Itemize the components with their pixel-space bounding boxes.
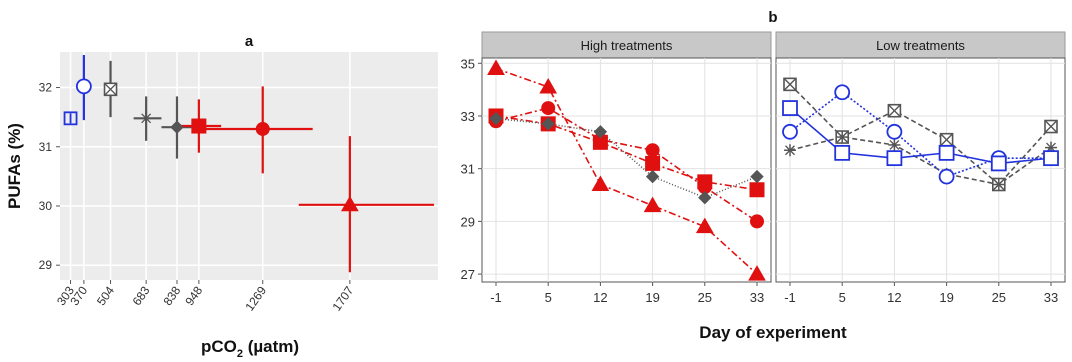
panel-a-point xyxy=(63,111,78,126)
panel-b-xlabel: Day of experiment xyxy=(699,323,847,342)
series-point xyxy=(489,111,503,126)
series-line xyxy=(495,67,758,275)
facet-xtick-label: 12 xyxy=(887,290,901,305)
facet-xtick-label: 33 xyxy=(750,290,764,305)
facet-strip-label: Low treatments xyxy=(876,38,965,53)
series-point xyxy=(748,265,766,281)
panel-a-ytick-label: 31 xyxy=(39,140,53,154)
facet-xtick-label: 25 xyxy=(698,290,712,305)
panel-b-facet: Low treatments -1 5 12 19 25 33 xyxy=(775,31,1066,305)
panel-a-xtick-label: 1269 xyxy=(242,283,269,313)
series-point xyxy=(886,123,903,140)
panel-a-point xyxy=(191,118,207,134)
series-point xyxy=(749,182,765,198)
panel-b-facet: High treatments -1 5 12 19 25 33 xyxy=(481,31,772,305)
series-point xyxy=(593,125,608,139)
series-point xyxy=(939,132,954,147)
panel-a-point xyxy=(103,82,118,97)
series-point xyxy=(938,168,955,185)
series-point xyxy=(783,77,797,92)
facet-plot-area xyxy=(775,57,1066,283)
facet-xtick-label: -1 xyxy=(490,290,502,305)
panel-a-ytick-label: 32 xyxy=(39,81,53,95)
panel-a-point xyxy=(255,121,270,136)
facet-strip xyxy=(481,31,772,59)
series-point xyxy=(990,155,1007,172)
facet-plot-area xyxy=(481,57,772,283)
panel-a-point xyxy=(170,120,184,134)
series-point xyxy=(886,150,903,167)
series-point xyxy=(992,178,1005,191)
series-point xyxy=(645,155,661,171)
panel-a-xtick-label: 504 xyxy=(94,283,117,308)
series-line xyxy=(495,115,758,191)
series-point xyxy=(887,103,902,118)
panel-a-letter: a xyxy=(245,33,254,50)
series-point xyxy=(782,100,798,116)
series-point xyxy=(750,169,764,184)
series-line xyxy=(789,136,1052,186)
series-point xyxy=(645,143,660,158)
series-point xyxy=(938,144,955,161)
panel-a-xtick-label: 683 xyxy=(130,283,153,308)
series-point xyxy=(888,138,901,151)
facet-xtick-label: 19 xyxy=(939,290,953,305)
facet-xtick-label: 33 xyxy=(1044,290,1058,305)
series-point xyxy=(695,217,714,234)
series-point xyxy=(782,123,798,140)
series-point xyxy=(487,59,505,76)
panel-a-plot-area xyxy=(60,52,438,280)
series-point xyxy=(643,196,662,213)
panel-b-ytick-label: 33 xyxy=(461,109,475,124)
panel-a-xtick-label: 1707 xyxy=(330,283,357,313)
panel-b-ytick-label: 29 xyxy=(461,214,475,229)
panel-b-ytick-label: 27 xyxy=(461,267,475,282)
facet-xtick-label: 25 xyxy=(992,290,1006,305)
series-line xyxy=(789,107,1052,165)
panel-a-point xyxy=(140,112,153,125)
panel-a-xlabel: pCO2 (µatm) xyxy=(201,337,299,360)
series-line xyxy=(789,91,1051,178)
panel-a-point xyxy=(341,195,359,212)
series-point xyxy=(750,214,764,229)
panel-a-ytick-label: 29 xyxy=(39,258,53,272)
series-point xyxy=(834,144,851,161)
facet-xtick-label: 5 xyxy=(839,290,846,305)
series-point xyxy=(591,175,610,191)
series-line xyxy=(495,107,758,223)
facet-xtick-label: 5 xyxy=(545,290,552,305)
panel-a-xtick-label: 948 xyxy=(182,283,205,308)
panel-a-xtick-label: 838 xyxy=(160,283,183,308)
panel-a-point xyxy=(75,78,92,95)
series-point xyxy=(836,131,849,144)
facet-xtick-label: 19 xyxy=(645,290,659,305)
panel-b-ytick-label: 35 xyxy=(461,56,475,71)
facet-xtick-label: 12 xyxy=(593,290,607,305)
panel-a-xtick-label: 370 xyxy=(67,283,90,308)
series-point xyxy=(1044,119,1058,134)
panel-a-ytick-label: 30 xyxy=(39,199,53,213)
panel-b-letter: b xyxy=(768,9,777,26)
series-point xyxy=(539,77,558,94)
series-point xyxy=(784,144,796,157)
series-point xyxy=(1043,150,1059,167)
series-point xyxy=(541,117,555,131)
series-point xyxy=(834,84,851,101)
series-line xyxy=(789,83,1052,186)
panel-a-ylabel: PUFAs (%) xyxy=(5,123,24,209)
series-point xyxy=(698,190,712,205)
facet-xtick-label: -1 xyxy=(784,290,796,305)
panel-b-ytick-label: 31 xyxy=(461,162,475,177)
facet-strip-label: High treatments xyxy=(581,38,673,53)
series-point xyxy=(541,101,556,116)
series-point xyxy=(645,169,660,184)
